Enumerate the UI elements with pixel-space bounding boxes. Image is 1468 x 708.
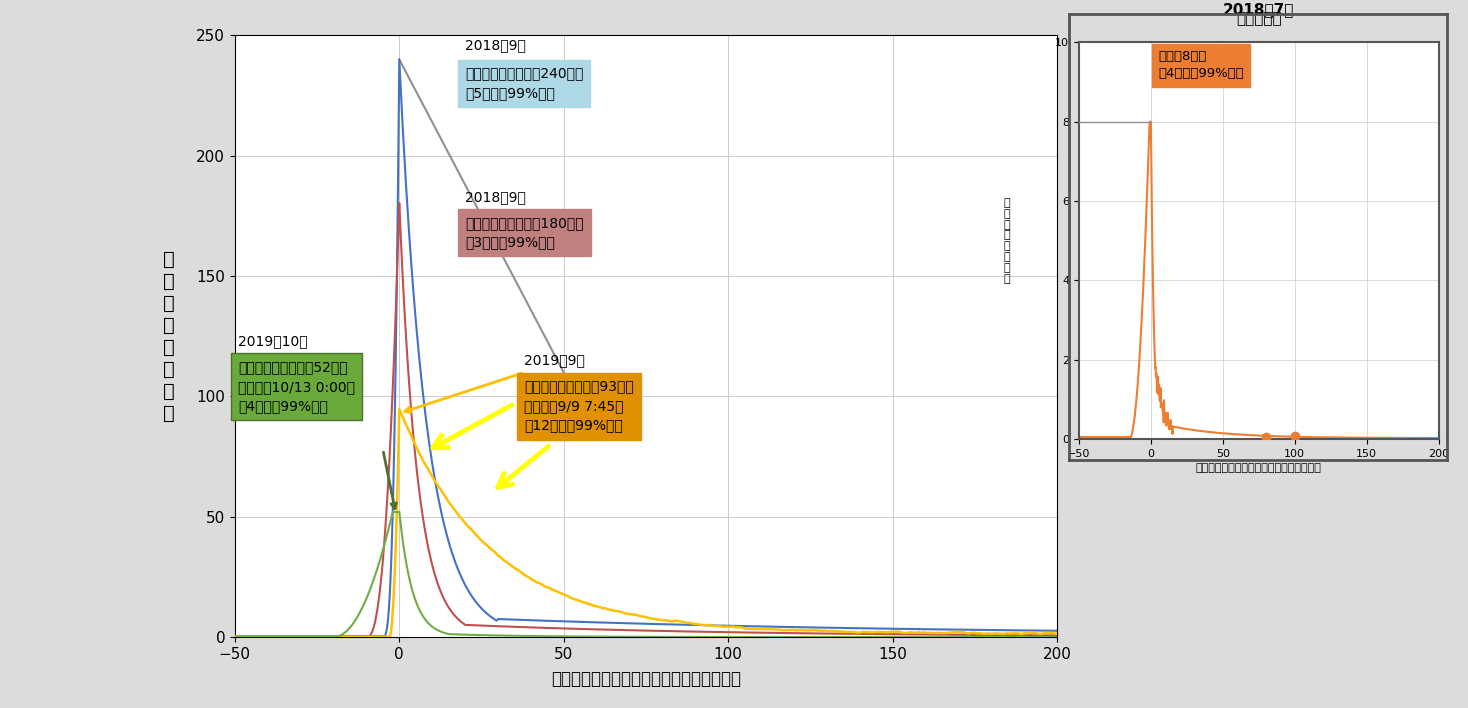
Text: 台風２４号：最大紏180万戸
紏3日後に99%解消: 台風２４号：最大紏180万戸 紏3日後に99%解消 <box>465 216 584 249</box>
Text: 最大紏8万戸
紏4日後に99%解消: 最大紏8万戸 紏4日後に99%解消 <box>1158 50 1243 81</box>
Text: 2018年9月: 2018年9月 <box>465 190 526 204</box>
Text: 2018年9月: 2018年9月 <box>465 38 526 52</box>
Text: 台風１５号：最大紏93万戸
（ピーク9/9 7:45）
紏12日後に99%解消: 台風１５号：最大紏93万戸 （ピーク9/9 7:45） 紏12日後に99%解消 <box>524 379 634 433</box>
X-axis label: 最大停電戸数時点からの経過時間（時間）: 最大停電戸数時点からの経過時間（時間） <box>550 670 741 688</box>
Title: 西日本豪雨: 西日本豪雨 <box>1236 11 1282 26</box>
Text: 台風２１号：最大紏240万戸
紏5日後に99%解消: 台風２１号：最大紏240万戸 紏5日後に99%解消 <box>465 67 583 101</box>
Text: 2018年7月: 2018年7月 <box>1223 1 1295 17</box>
Text: 2019年10月: 2019年10月 <box>238 334 308 348</box>
Text: 2019年9月: 2019年9月 <box>524 353 586 367</box>
Text: 台風１９号：最大紏52万戸
（ピーク10/13 0:00）
紏4日後に99%解消: 台風１９号：最大紏52万戸 （ピーク10/13 0:00） 紏4日後に99%解消 <box>238 360 355 413</box>
Text: 停
電
戸
数
（
万
戸
）: 停 電 戸 数 （ 万 戸 ） <box>1004 198 1010 283</box>
Text: 停
電
戸
数
（
万
戸
）: 停 電 戸 数 （ 万 戸 ） <box>163 250 175 423</box>
X-axis label: 最大停電戸数時点からの経過時間（時間）: 最大停電戸数時点からの経過時間（時間） <box>1196 463 1321 473</box>
